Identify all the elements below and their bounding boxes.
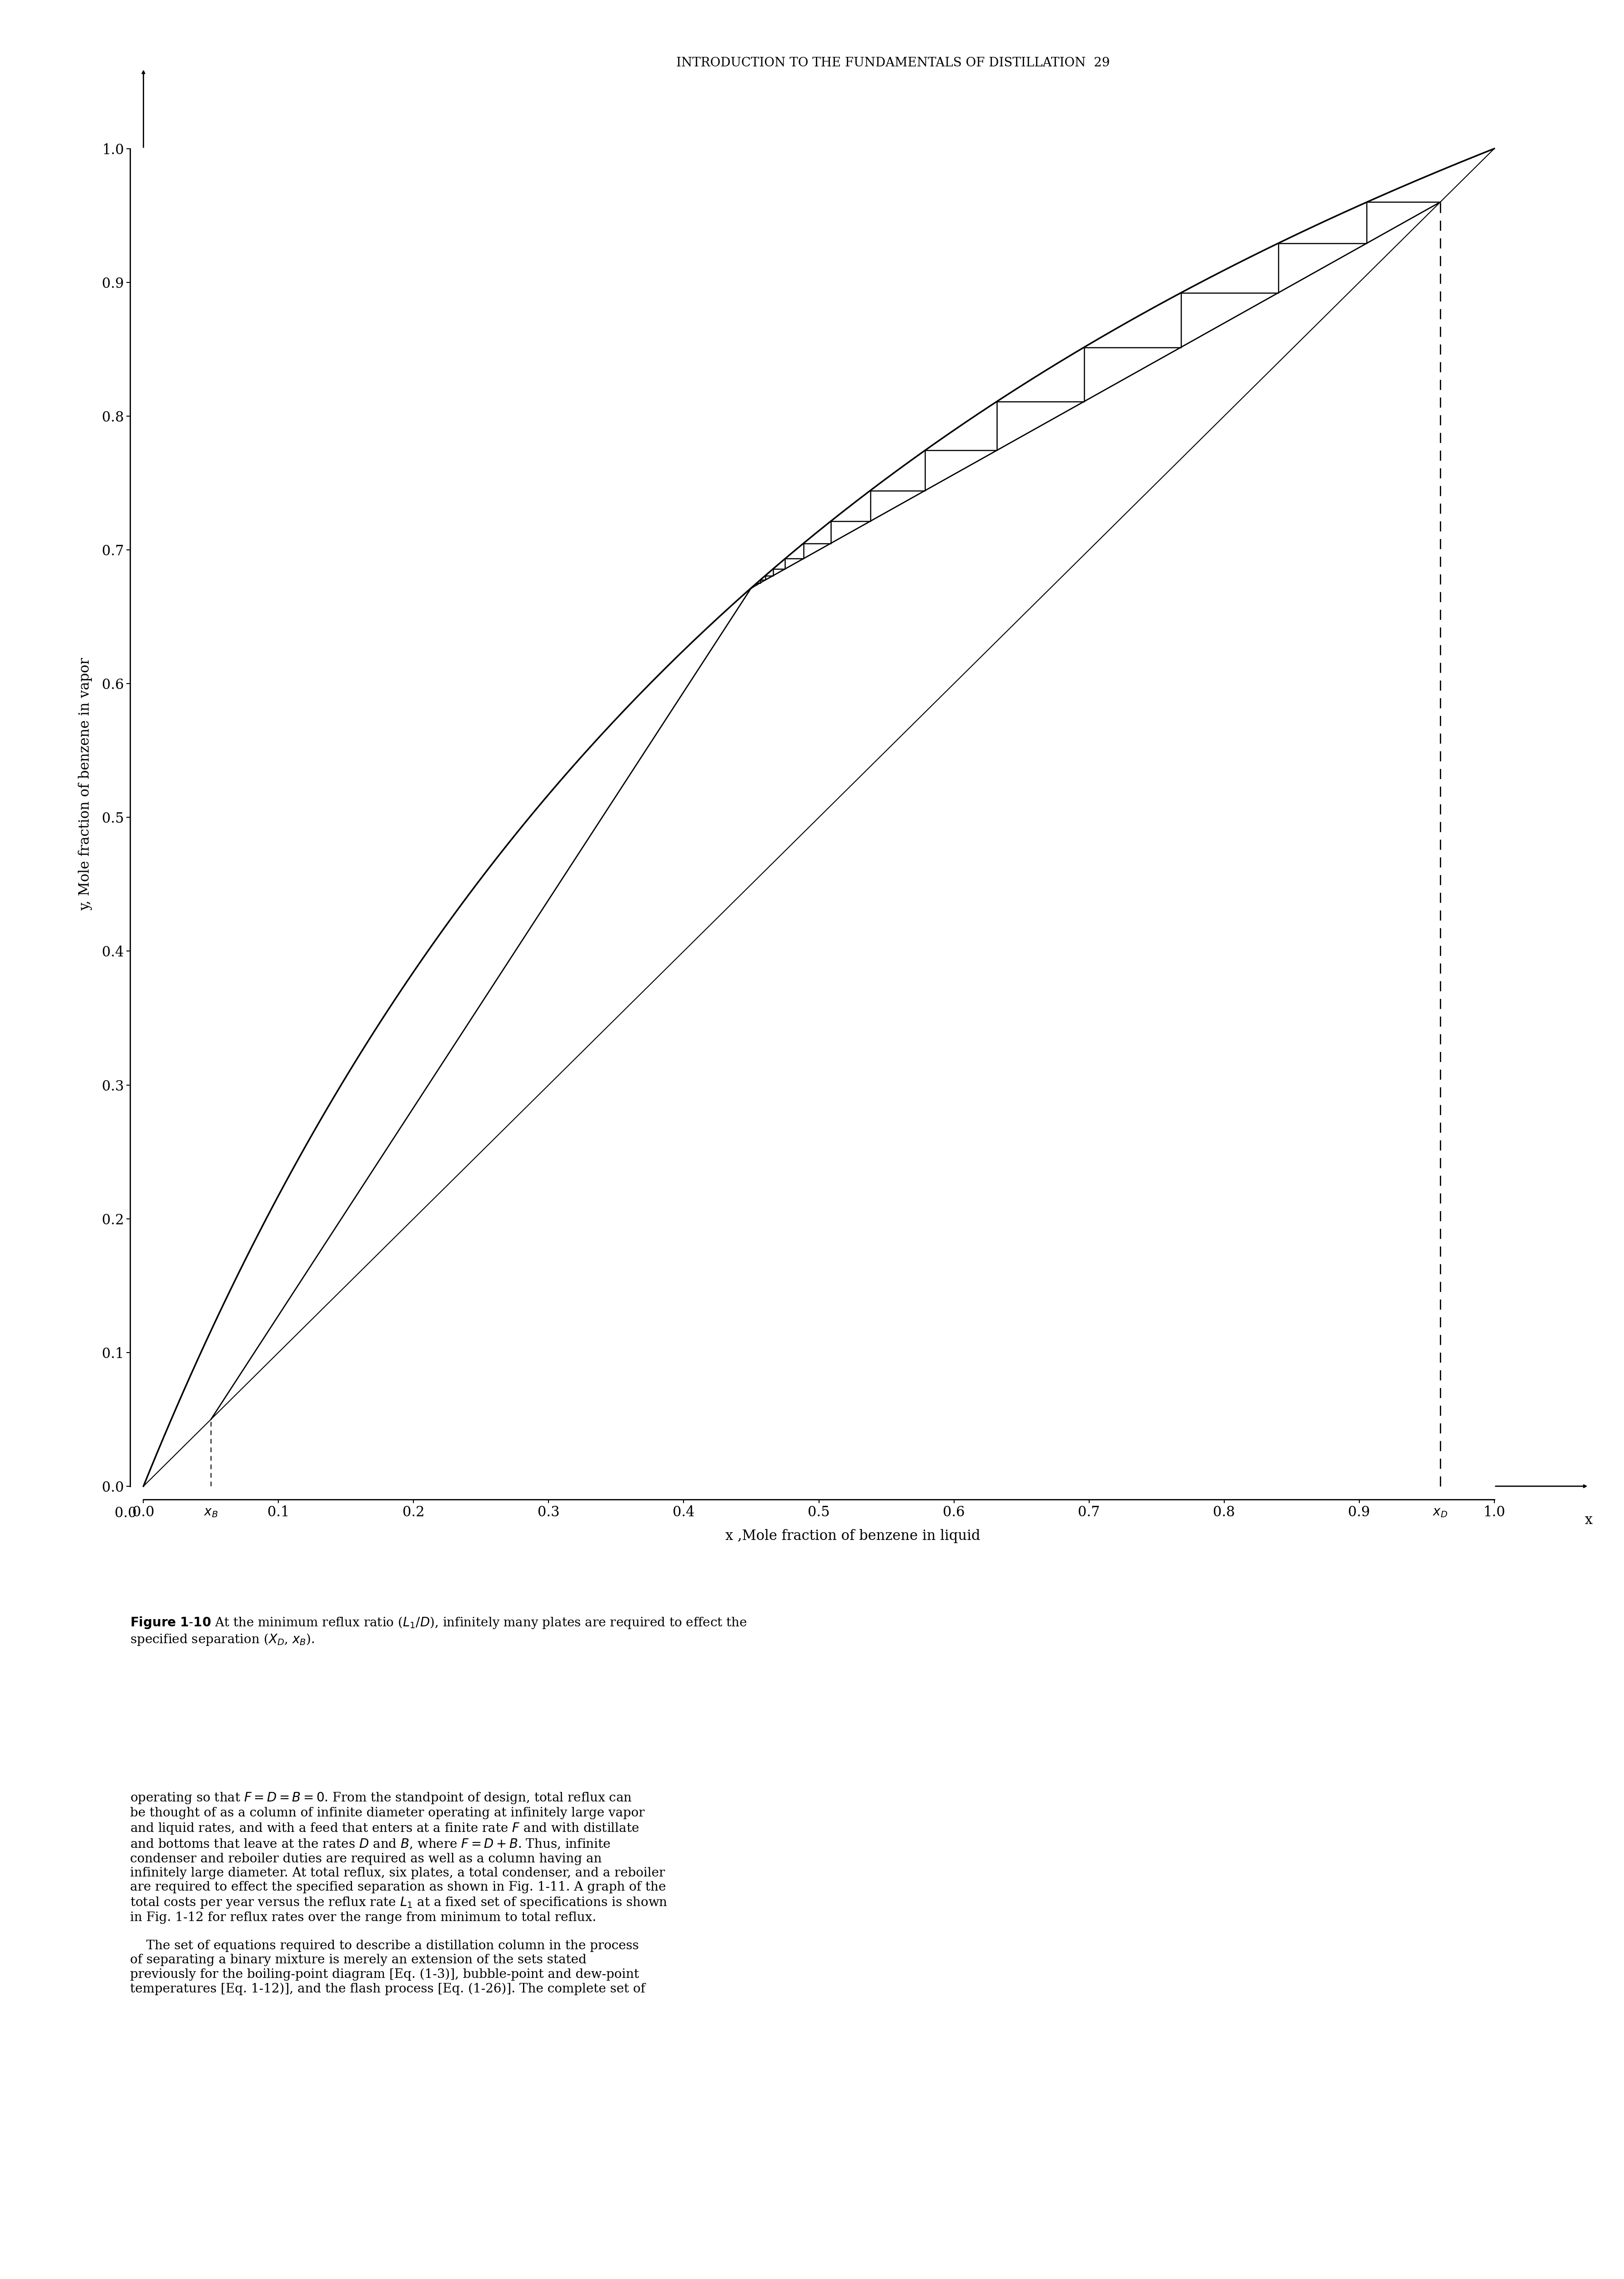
Text: INTRODUCTION TO THE FUNDAMENTALS OF DISTILLATION  29: INTRODUCTION TO THE FUNDAMENTALS OF DIST… (676, 57, 1111, 68)
Y-axis label: y, Mole fraction of benzene in vapor: y, Mole fraction of benzene in vapor (78, 659, 93, 909)
Text: $\bf{Figure\ 1\text{-}10}$ At the minimum reflux ratio ($L_1/D$), infinitely man: $\bf{Figure\ 1\text{-}10}$ At the minimu… (130, 1616, 747, 1648)
Text: 0.0: 0.0 (115, 1506, 136, 1520)
Text: $x_D$: $x_D$ (1432, 1506, 1447, 1518)
Text: $x_B$: $x_B$ (205, 1506, 218, 1518)
Text: x: x (1585, 1513, 1593, 1527)
X-axis label: x ,Mole fraction of benzene in liquid: x ,Mole fraction of benzene in liquid (726, 1529, 979, 1543)
Text: operating so that $F = D = B = 0$. From the standpoint of design, total reflux c: operating so that $F = D = B = 0$. From … (130, 1791, 667, 1994)
